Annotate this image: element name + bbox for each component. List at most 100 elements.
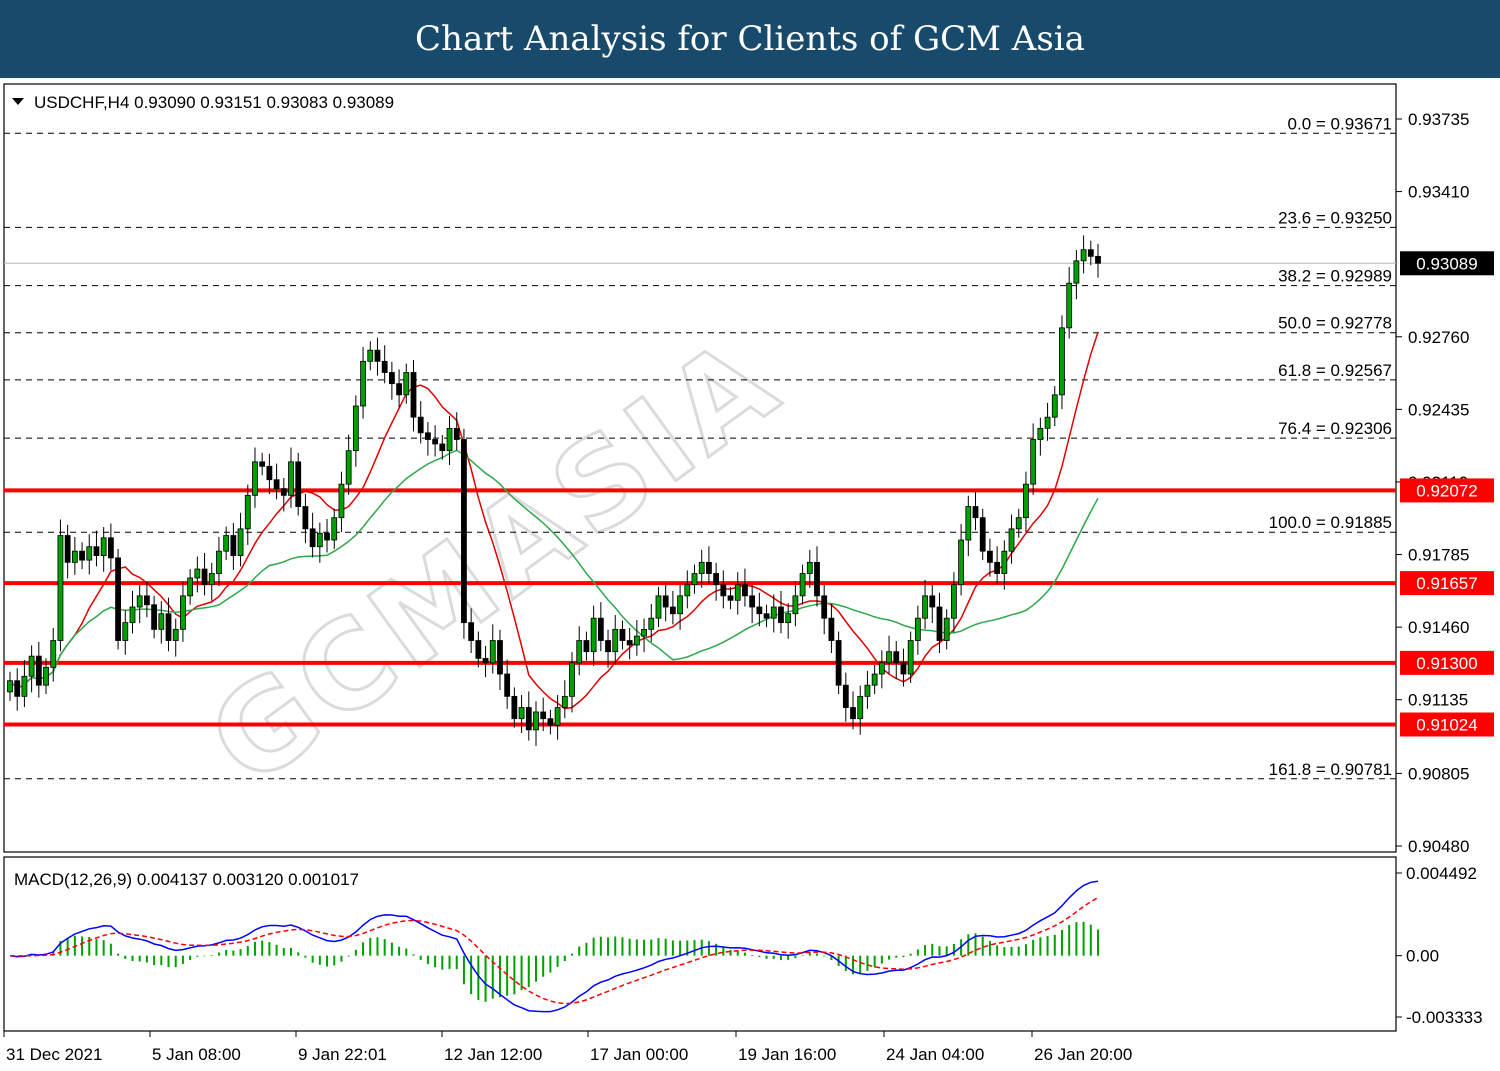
- candle: [302, 494, 309, 544]
- candle: [86, 534, 93, 575]
- candle: [194, 556, 201, 593]
- candle-bear-body: [727, 595, 734, 601]
- candle: [151, 595, 158, 639]
- candle-bull-body: [1059, 327, 1065, 396]
- candle: [691, 564, 698, 594]
- candle-bull-body: [1030, 439, 1037, 485]
- candle-bear-body: [756, 606, 763, 615]
- candle: [237, 512, 244, 567]
- candle-bull-body: [641, 628, 647, 637]
- candle-bull-body: [792, 595, 799, 615]
- candle: [684, 570, 691, 609]
- candle-bull-body: [194, 568, 201, 579]
- x-tick-label: 19 Jan 16:00: [738, 1045, 836, 1064]
- candle-bear-body: [115, 557, 121, 641]
- header-banner: Chart Analysis for Clients of GCM Asia: [0, 0, 1500, 78]
- candle: [677, 585, 683, 630]
- candle: [14, 668, 21, 711]
- candle: [403, 363, 410, 404]
- candle: [417, 401, 424, 444]
- candle: [208, 562, 215, 601]
- candle: [316, 522, 323, 563]
- candle-bull-body: [770, 606, 777, 619]
- candle: [785, 602, 792, 639]
- candle: [158, 601, 165, 644]
- candle: [792, 581, 799, 627]
- candle-bull-body: [965, 506, 972, 541]
- candle-bull-body: [1008, 528, 1015, 552]
- candle-bull-body: [914, 617, 921, 641]
- candle-bull-body: [43, 666, 49, 686]
- candle: [489, 624, 496, 674]
- candle-bull-body: [21, 675, 28, 697]
- candle-bull-body: [129, 606, 136, 624]
- candle-bear-body: [468, 622, 475, 641]
- candle: [216, 536, 222, 587]
- candle: [878, 650, 885, 689]
- candle-bull-body: [71, 550, 78, 563]
- macd-line: [9, 880, 1099, 1013]
- candle: [223, 526, 230, 561]
- candle: [180, 581, 186, 642]
- candle-bear-body: [266, 465, 273, 481]
- candle-bull-body: [223, 535, 230, 552]
- candle-bull-body: [100, 537, 107, 557]
- macd-y-tick-label: -0.003333: [1406, 1008, 1483, 1027]
- candle: [626, 628, 633, 660]
- fibonacci-levels: 0.0 = 0.93671 23.6 = 0.93250 38.2 = 0.9298…: [4, 114, 1396, 780]
- candle-bull-body: [871, 673, 878, 686]
- candle: [172, 618, 179, 657]
- candle: [35, 641, 42, 698]
- price-tag-0.92072: [1400, 478, 1494, 503]
- candle-bear-body: [144, 595, 150, 606]
- candle-bull-body: [785, 613, 792, 624]
- candle: [446, 415, 453, 465]
- candle: [309, 512, 316, 558]
- candle-bull-body: [1044, 416, 1051, 429]
- y-tick-label: 0.90805: [1408, 764, 1469, 783]
- candle: [698, 549, 705, 588]
- candle: [1044, 402, 1051, 441]
- candle-bull-body: [244, 494, 251, 530]
- candle-bull-body: [237, 528, 244, 557]
- candle: [633, 619, 640, 656]
- candle-bull-body: [345, 450, 352, 485]
- macd-y-tick-label: 0.00: [1406, 947, 1439, 966]
- support-resistance-lines: [4, 488, 1396, 727]
- candle: [165, 597, 172, 652]
- candle: [605, 629, 611, 668]
- fib-label-0.0: 0.0 = 0.93671: [1288, 114, 1392, 133]
- candle-bull-body: [316, 532, 323, 548]
- price-tags: 0.92072 0.91657 0.91300 0.91024 0.93089: [1400, 251, 1494, 737]
- candle: [1073, 250, 1080, 300]
- candle-bear-body: [619, 628, 626, 641]
- candle: [93, 530, 100, 567]
- candle-bear-body: [987, 550, 993, 563]
- candle: [612, 615, 619, 665]
- candle: [994, 546, 1001, 585]
- candle-bear-body: [547, 718, 554, 726]
- candle-bull-body: [878, 662, 885, 675]
- dropdown-triangle-icon[interactable]: [12, 98, 24, 105]
- x-tick-label: 17 Jan 00:00: [590, 1045, 688, 1064]
- candle-bull-body: [367, 349, 374, 362]
- candle: [468, 608, 475, 654]
- y-tick-label: 0.93410: [1408, 183, 1469, 202]
- candle: [1080, 235, 1087, 274]
- candle: [1008, 514, 1015, 564]
- candle-bull-body: [216, 550, 222, 574]
- candle: [778, 590, 784, 634]
- candle-bear-body: [439, 443, 446, 452]
- candle-bear-body: [93, 546, 100, 557]
- candle: [100, 527, 107, 572]
- candle-bear-body: [597, 617, 604, 641]
- price-tag-text: 0.91657: [1416, 574, 1477, 593]
- candle-bear-body: [842, 684, 849, 708]
- candle-bear-body: [107, 537, 114, 559]
- candle-bear-body: [814, 561, 820, 597]
- candle-bear-body: [64, 535, 71, 563]
- symbol-header[interactable]: USDCHF,H4 0.93090 0.93151 0.93083 0.9308…: [12, 93, 394, 112]
- candle-bear-body: [525, 707, 532, 731]
- candle-bear-body: [14, 680, 21, 697]
- fib-label-61.8: 61.8 = 0.92567: [1278, 361, 1392, 380]
